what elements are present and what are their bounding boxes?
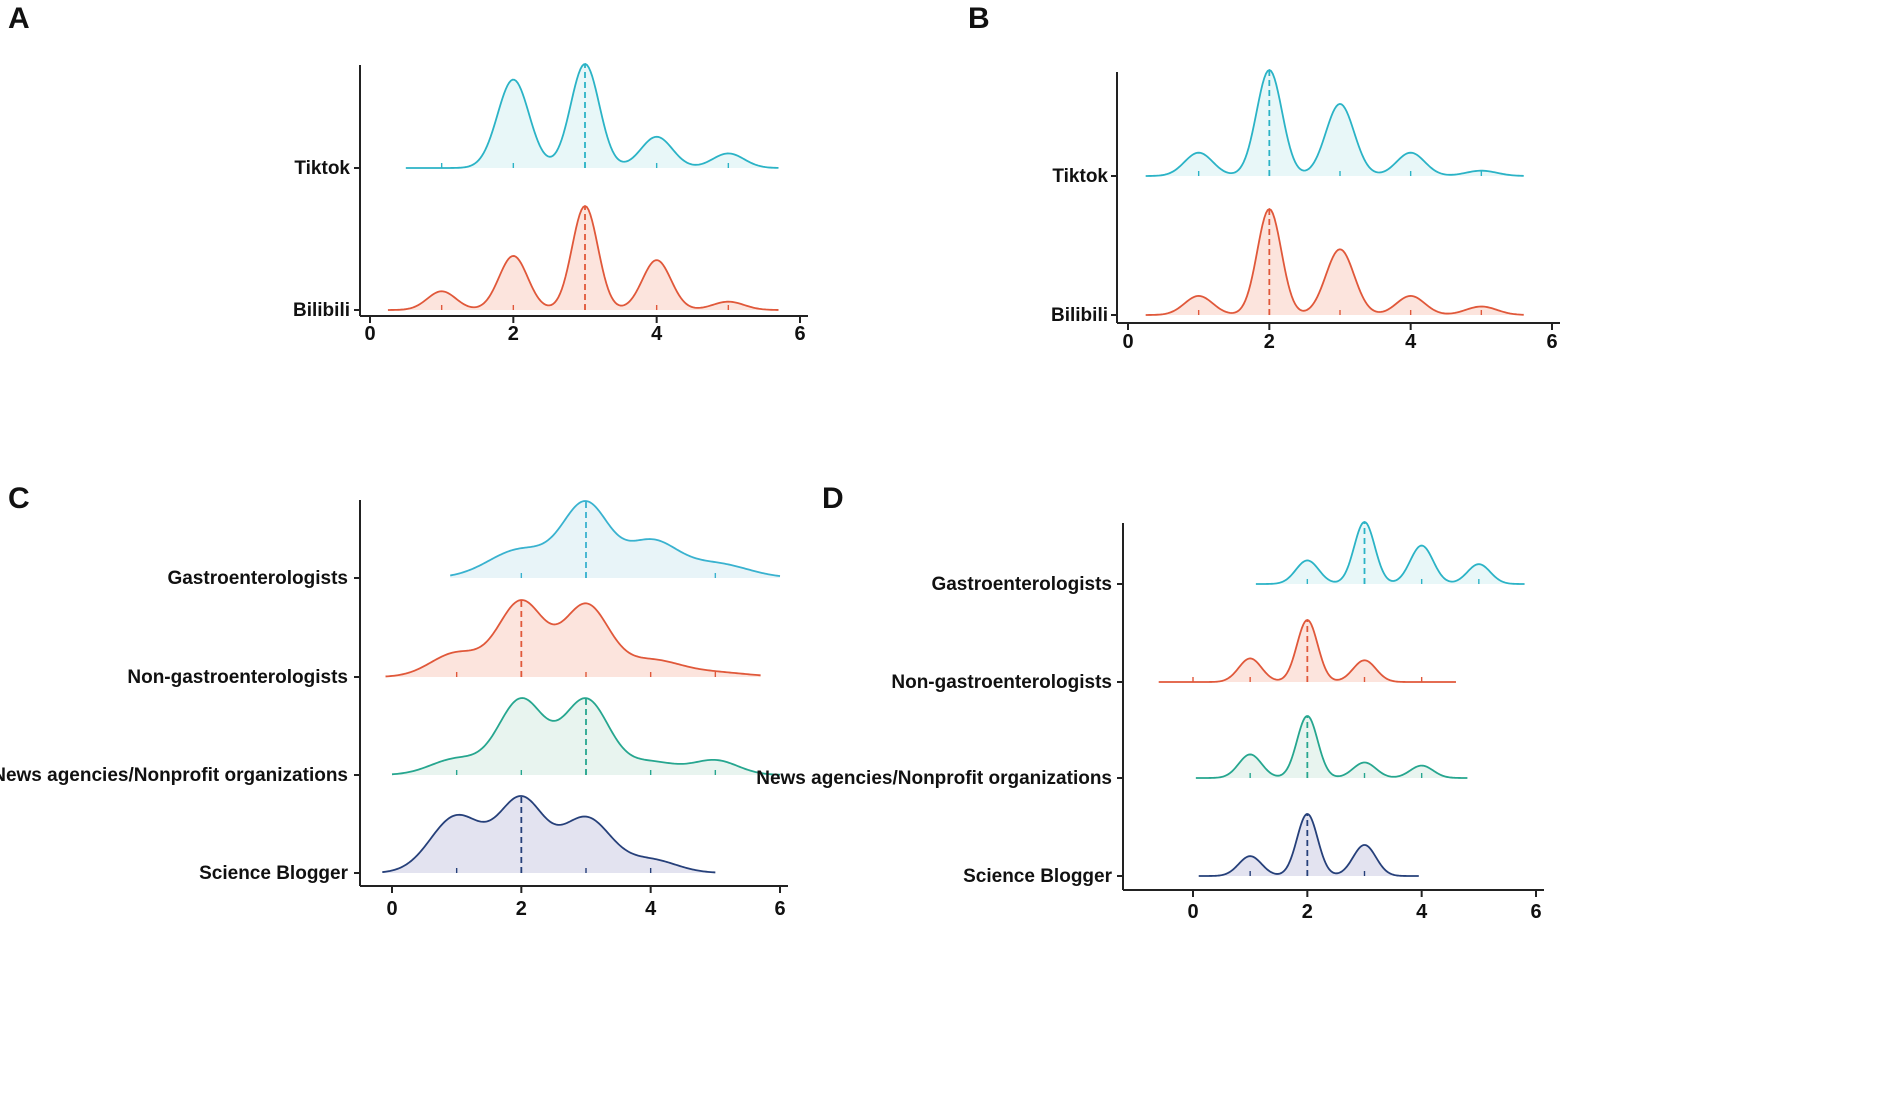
ridge-fill	[450, 501, 780, 578]
ridge-line	[450, 500, 781, 577]
ridge-line	[1145, 207, 1524, 316]
ridge-line	[1255, 521, 1525, 585]
panel-letter-c: C	[8, 482, 30, 515]
ridge-science-blogger: Science Blogger	[199, 795, 716, 884]
category-label: Science Blogger	[199, 863, 348, 884]
ridge-fill	[1255, 522, 1525, 584]
category-label: Science Blogger	[963, 866, 1112, 887]
ridge-science-blogger: Science Blogger	[963, 813, 1419, 887]
ridge-non-gastroenterologists: Non-gastroenterologists	[127, 599, 761, 688]
ridge-fill	[405, 64, 779, 168]
ridge-fill	[392, 698, 780, 775]
category-label: News agencies/Nonprofit organizations	[0, 765, 348, 786]
ridge-non-gastroenterologists: Non-gastroenterologists	[891, 619, 1456, 693]
x-tick-label: 0	[364, 323, 375, 345]
ridge-line	[391, 697, 781, 776]
x-tick-label: 6	[794, 323, 805, 345]
panel-d: D Gastroenterologists Non-gastroenterologi…	[756, 482, 1544, 923]
category-label: Gastroenterologists	[931, 574, 1112, 595]
x-tick-label: 2	[516, 898, 527, 920]
ridge-gastroenterologists: Gastroenterologists	[931, 521, 1525, 595]
ridge-fill	[385, 600, 761, 677]
panel-a: A Tiktok Bilibili 0 2 4 6	[8, 2, 808, 345]
ridge-line	[1145, 68, 1524, 177]
ridge-line	[1198, 813, 1419, 877]
ridge-line	[385, 599, 761, 678]
ridge-tiktok: Tiktok	[1052, 68, 1524, 187]
x-tick-label: 2	[1264, 331, 1275, 353]
category-label: Non-gastroenterologists	[891, 672, 1112, 693]
ridge-line	[1195, 715, 1468, 779]
ridge-bilibili: Bilibili	[1051, 207, 1524, 326]
category-label: News agencies/Nonprofit organizations	[756, 768, 1112, 789]
category-label: Bilibili	[293, 300, 350, 321]
x-tick-label: 2	[508, 323, 519, 345]
ridge-tiktok: Tiktok	[294, 63, 779, 179]
category-label: Tiktok	[294, 158, 350, 179]
ridge-bilibili: Bilibili	[293, 204, 779, 321]
x-tick-label: 6	[1546, 331, 1557, 353]
ridge-fill	[1195, 716, 1468, 778]
x-tick-label: 2	[1302, 901, 1313, 923]
ridge-fill	[1198, 814, 1419, 876]
x-tick-label: 4	[1416, 901, 1428, 923]
x-tick-label: 4	[651, 323, 663, 345]
x-tick-label: 4	[645, 898, 657, 920]
x-tick-label: 4	[1405, 331, 1417, 353]
panel-letter-d: D	[822, 482, 844, 515]
ridge-fill	[387, 206, 779, 310]
panel-letter-b: B	[968, 2, 990, 35]
ridge-line	[387, 204, 779, 311]
ridge-news-agencies-nonprofit-organizations: News agencies/Nonprofit organizations	[756, 715, 1468, 789]
category-label: Bilibili	[1051, 305, 1108, 326]
category-label: Gastroenterologists	[167, 568, 348, 589]
ridge-line	[405, 63, 779, 169]
category-label: Non-gastroenterologists	[127, 667, 348, 688]
ridge-news-agencies-nonprofit-organizations: News agencies/Nonprofit organizations	[0, 697, 781, 786]
ridge-gastroenterologists: Gastroenterologists	[167, 500, 781, 589]
panel-letter-a: A	[8, 2, 30, 35]
x-tick-label: 0	[1187, 901, 1198, 923]
ridge-fill	[1145, 70, 1524, 176]
ridge-line	[382, 795, 716, 874]
x-tick-label: 6	[774, 898, 785, 920]
panel-c: C Gastroenterologists Non-gastroenterologi…	[0, 482, 788, 920]
x-tick-label: 6	[1530, 901, 1541, 923]
ridge-fill	[1145, 209, 1524, 315]
x-tick-label: 0	[1122, 331, 1133, 353]
panel-b: B Tiktok Bilibili 0 2 4 6	[968, 2, 1560, 353]
x-tick-label: 0	[386, 898, 397, 920]
category-label: Tiktok	[1052, 166, 1108, 187]
